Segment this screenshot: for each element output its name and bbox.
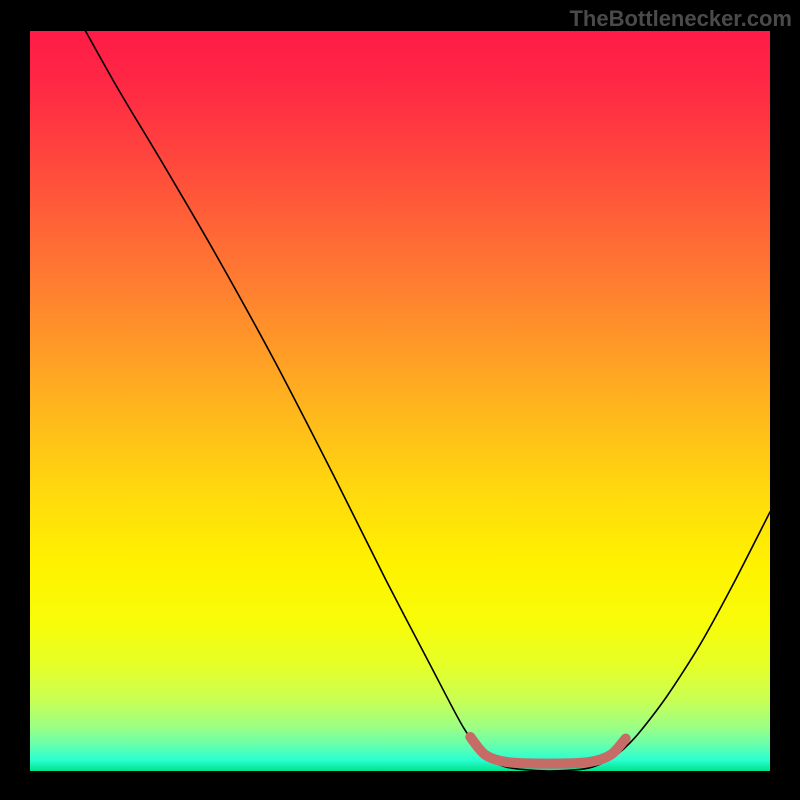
gradient-background [30,31,770,771]
bottleneck-curve-plot [30,31,770,771]
chart-container: TheBottlenecker.com [0,0,800,800]
watermark-text: TheBottlenecker.com [569,6,792,32]
